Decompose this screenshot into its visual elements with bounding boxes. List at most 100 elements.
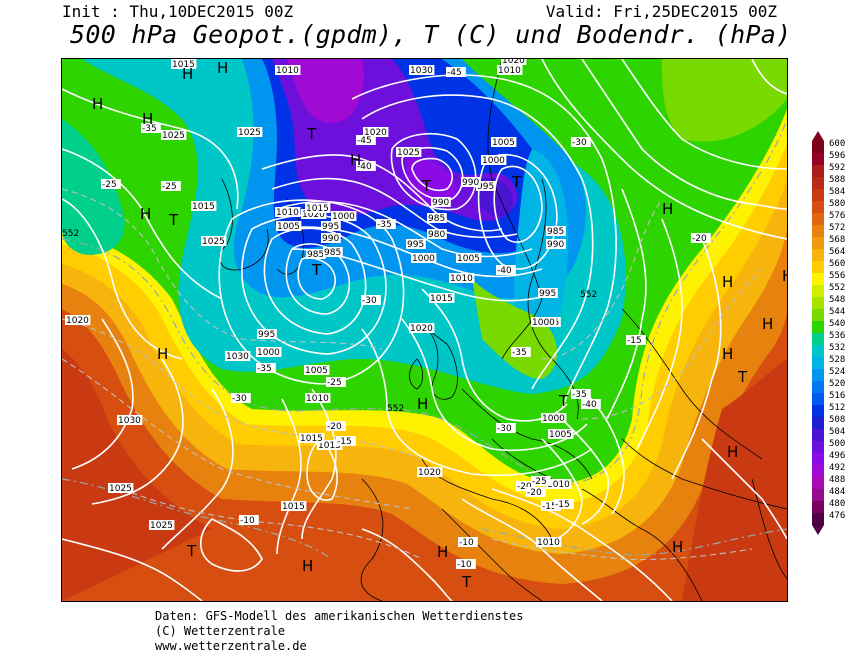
isobar-label: 1010 bbox=[449, 273, 475, 284]
high-pressure-center: H bbox=[350, 151, 361, 169]
legend-swatch bbox=[812, 249, 824, 261]
legend-label: 504 bbox=[829, 427, 846, 437]
legend-label: 556 bbox=[829, 271, 846, 281]
svg-text:1000: 1000 bbox=[412, 254, 435, 264]
svg-text:1010: 1010 bbox=[537, 538, 560, 548]
svg-text:1005: 1005 bbox=[549, 430, 572, 440]
legend-label: 548 bbox=[829, 295, 846, 305]
svg-text:-45: -45 bbox=[447, 68, 462, 78]
svg-text:1020: 1020 bbox=[302, 210, 325, 220]
legend-swatch bbox=[812, 405, 824, 417]
isobar-label: 995 bbox=[476, 181, 496, 192]
svg-text:-40: -40 bbox=[582, 400, 597, 410]
isotherm-label: -20 bbox=[691, 233, 711, 244]
svg-text:-15: -15 bbox=[627, 336, 642, 346]
svg-text:-45: -45 bbox=[357, 136, 372, 146]
low-pressure-center: T bbox=[737, 368, 748, 386]
high-pressure-center: H bbox=[157, 345, 168, 363]
isotherm-label: -20 bbox=[326, 421, 346, 432]
legend-label: 584 bbox=[829, 187, 846, 197]
svg-text:-25: -25 bbox=[532, 477, 547, 487]
high-pressure-center: H bbox=[182, 65, 193, 83]
isobar-label: 1020 bbox=[363, 127, 389, 138]
isobar-label: 1020 bbox=[501, 59, 527, 66]
legend-swatch bbox=[812, 225, 824, 237]
high-pressure-center: H bbox=[92, 95, 103, 113]
svg-text:-15: -15 bbox=[337, 437, 352, 447]
svg-text:-15: -15 bbox=[555, 500, 570, 510]
svg-text:1005: 1005 bbox=[305, 366, 328, 376]
isobar-label: 995 bbox=[321, 221, 341, 232]
color-legend: 600 596 592 588 584 580 576 572 568 564 560 556 552 5… bbox=[812, 131, 850, 535]
legend-swatch bbox=[812, 429, 824, 441]
svg-text:-10: -10 bbox=[459, 538, 474, 548]
svg-text:1020: 1020 bbox=[410, 324, 433, 334]
low-pressure-center: T bbox=[421, 177, 432, 195]
isobar-label: 1030 bbox=[117, 415, 143, 426]
isobar-label: 1005 bbox=[304, 365, 330, 376]
svg-text:1025: 1025 bbox=[397, 148, 420, 158]
isobar-label: 1015 bbox=[299, 433, 325, 444]
svg-text:1010: 1010 bbox=[276, 208, 299, 218]
legend-label: 524 bbox=[829, 367, 846, 377]
isobar-label: 1000 bbox=[331, 211, 357, 222]
legend-label: 488 bbox=[829, 475, 846, 485]
svg-text:1000: 1000 bbox=[482, 156, 505, 166]
isotherm-label: -35 bbox=[256, 363, 276, 374]
isobar-label: 1010 bbox=[305, 393, 331, 404]
valid-time: Valid: Fri,25DEC2015 00Z bbox=[545, 2, 777, 21]
svg-text:-25: -25 bbox=[102, 180, 117, 190]
isotherm-label: -20 bbox=[526, 487, 546, 498]
svg-text:1030: 1030 bbox=[410, 66, 433, 76]
legend-label: 536 bbox=[829, 331, 846, 341]
map-title: 500 hPa Geopot.(gpdm), T (C) und Bodendr… bbox=[70, 20, 792, 49]
svg-text:985: 985 bbox=[324, 248, 341, 258]
geopotential-label: 552 bbox=[62, 229, 79, 239]
isobar-label: 985 bbox=[427, 213, 447, 224]
svg-text:1020: 1020 bbox=[364, 128, 387, 138]
svg-text:995: 995 bbox=[258, 330, 275, 340]
legend-swatch bbox=[812, 393, 824, 405]
isobar-label: 1005 bbox=[491, 137, 517, 148]
svg-text:1025: 1025 bbox=[238, 128, 261, 138]
footer-url: www.wetterzentrale.de bbox=[155, 639, 307, 653]
svg-text:1010: 1010 bbox=[306, 394, 329, 404]
legend-swatch bbox=[812, 153, 824, 165]
svg-text:-35: -35 bbox=[512, 348, 527, 358]
legend-label: 520 bbox=[829, 379, 846, 389]
high-pressure-center: H bbox=[722, 273, 733, 291]
legend-swatch bbox=[812, 381, 824, 393]
legend-swatch bbox=[812, 177, 824, 189]
isobar-label: 1015 bbox=[171, 59, 197, 70]
legend-swatch bbox=[812, 261, 824, 273]
legend-swatch bbox=[812, 189, 824, 201]
low-pressure-center: T bbox=[461, 573, 472, 591]
isotherm-label: -20 bbox=[516, 481, 536, 492]
legend-label: 532 bbox=[829, 343, 846, 353]
svg-text:1010: 1010 bbox=[547, 480, 570, 490]
legend-label: 580 bbox=[829, 199, 846, 209]
isobar-label: 1000 bbox=[531, 317, 557, 328]
isobar-label: 1000 bbox=[481, 155, 507, 166]
svg-text:1005: 1005 bbox=[492, 138, 515, 148]
isobar-label: 1020 bbox=[301, 209, 327, 220]
isobar-label: 1000 bbox=[541, 413, 567, 424]
high-pressure-center: H bbox=[217, 59, 228, 77]
isotherm-label: -40 bbox=[356, 161, 376, 172]
svg-text:-30: -30 bbox=[572, 138, 587, 148]
legend-label: 568 bbox=[829, 235, 846, 245]
svg-text:1025: 1025 bbox=[202, 237, 225, 247]
svg-text:1030: 1030 bbox=[118, 416, 141, 426]
svg-text:-30: -30 bbox=[232, 394, 247, 404]
isobar-label: 1020 bbox=[65, 315, 91, 326]
isotherm-label: -15 bbox=[554, 499, 574, 510]
isotherm-label: -10 bbox=[458, 537, 478, 548]
legend-label: 540 bbox=[829, 319, 846, 329]
svg-text:985: 985 bbox=[307, 250, 324, 260]
isobar-label: 1015 bbox=[305, 203, 331, 214]
isobar-label: 1030 bbox=[225, 351, 251, 362]
svg-text:-35: -35 bbox=[142, 124, 157, 134]
isobars bbox=[62, 59, 787, 601]
isobar-label: 1010 bbox=[497, 65, 523, 76]
high-pressure-center: H bbox=[437, 543, 448, 561]
